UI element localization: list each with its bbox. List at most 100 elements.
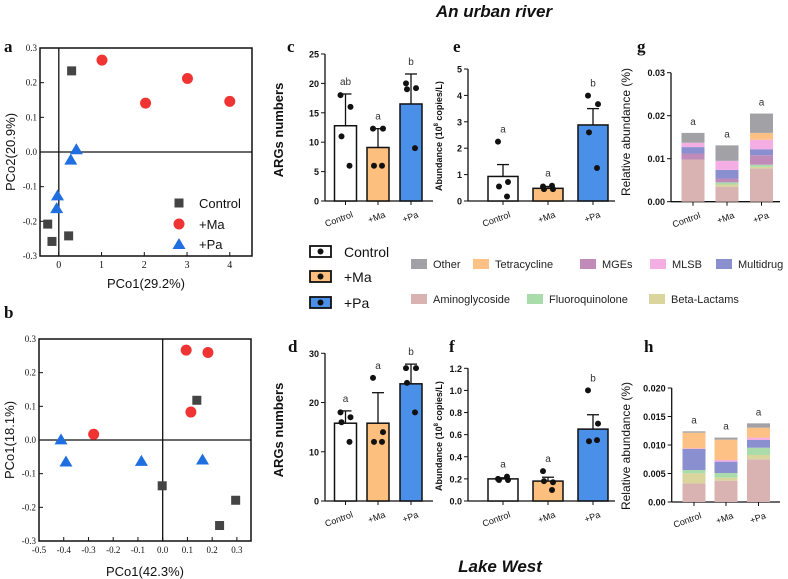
- data-point: [541, 186, 547, 193]
- data-point-pa: [51, 189, 65, 201]
- legend-swatch-mges: [580, 259, 596, 269]
- y-axis-label-main: Abundance (10: [434, 126, 444, 191]
- x-tick-label: +Pa: [751, 210, 770, 225]
- y-tick-label: 0.015: [643, 412, 666, 422]
- x-tick-label: +Ma: [367, 509, 387, 524]
- legend-label: Control: [344, 244, 389, 260]
- y-tick-label: 0.010: [643, 441, 666, 451]
- x-tick-label: -0.3: [81, 545, 96, 555]
- y-axis-label: Relative abundance (%): [619, 382, 633, 510]
- significance-letter: a: [375, 112, 381, 123]
- x-tick-label: +Pa: [583, 209, 602, 224]
- y-tick-label: 20: [309, 79, 319, 89]
- x-tick-label: Control: [671, 210, 702, 229]
- data-point: [586, 129, 592, 136]
- x-tick-label: Control: [323, 209, 354, 228]
- data-point: [380, 125, 386, 132]
- y-tick-label: 0.3: [26, 43, 38, 53]
- data-point: [541, 478, 547, 485]
- pcoa-plot-b: -0.5 -0.4 -0.3 -0.2 -0.1 0.0 0.1 0.2 0.3 -0.3 -0.2…: [2, 334, 252, 579]
- legend-label: +Ma: [344, 269, 372, 285]
- data-point: [346, 438, 353, 445]
- x-tick-label: 1: [99, 260, 104, 271]
- significance-letter: a: [545, 454, 551, 465]
- bar-ma: [366, 146, 390, 202]
- legend-dot: [317, 248, 324, 255]
- y-tick-label: -0.3: [23, 251, 38, 261]
- x-tick-label: Control: [672, 510, 703, 529]
- y-tick-label: 0.2: [25, 368, 36, 378]
- legend-swatch-mlsb: [650, 259, 666, 269]
- y-tick-label: 0: [314, 197, 319, 207]
- data-point: [379, 438, 385, 445]
- bar-control: [487, 175, 519, 202]
- data-point: [347, 103, 354, 110]
- panel-letter-b: b: [4, 303, 13, 322]
- significance-letter: a: [756, 407, 762, 418]
- data-point: [585, 92, 591, 99]
- y-axis-label: PCo1(18.1%): [2, 401, 17, 479]
- significance-letter: a: [690, 117, 696, 128]
- x-tick-label: Control: [323, 509, 354, 528]
- data-point-control: [192, 395, 202, 405]
- y-tick-label: 0.01: [647, 154, 665, 164]
- bar-pa: [399, 383, 423, 502]
- significance-letter: a: [500, 460, 506, 471]
- stack-segment-mlsb: [681, 142, 705, 148]
- data-point: [549, 486, 555, 493]
- data-point: [504, 193, 510, 200]
- data-point-pa: [196, 453, 210, 465]
- data-point-control: [157, 481, 167, 491]
- data-point-ma: [96, 54, 108, 66]
- x-tick-label: +Pa: [401, 209, 420, 224]
- stack-segment-beta-lactams: [714, 477, 738, 481]
- y-tick-label: 0.1: [26, 112, 37, 122]
- stack-segment-beta-lactams: [682, 473, 706, 484]
- figure-title-top: An urban river: [435, 2, 554, 21]
- legend-swatch-other: [411, 259, 427, 269]
- x-tick-label: Control: [481, 209, 512, 228]
- y-tick-label: 0.2: [26, 78, 37, 88]
- significance-letter: b: [408, 347, 414, 358]
- y-tick-label: 0.02: [647, 111, 665, 121]
- data-point-control: [47, 236, 57, 246]
- bar-control: [333, 422, 358, 502]
- pcoa-plot-a: 0 1 2 3 4 -0.3 -0.2 -0.1 0.0 0.1 0.2 0.3 PCo1(29.2%)…: [3, 43, 253, 291]
- x-tick-label: 2: [142, 260, 147, 271]
- data-point: [585, 387, 591, 394]
- y-axis-label: Abundance (108 copies/L): [434, 381, 444, 491]
- stack-segment-multidrug: [715, 169, 739, 179]
- stack-segment-mlsb: [715, 160, 739, 170]
- y-tick-label: 0: [314, 497, 319, 507]
- stack-segment-mges: [715, 178, 739, 183]
- stack-segment-aminoglycoside: [715, 186, 739, 202]
- legend-swatch-fluoroquinolone: [527, 294, 543, 304]
- stack-segment-multidrug: [714, 461, 738, 473]
- significance-letter: a: [724, 129, 730, 140]
- data-point: [371, 438, 377, 445]
- data-point: [404, 379, 410, 386]
- panel-letter-g: g: [637, 37, 646, 56]
- data-point-ma: [180, 344, 192, 356]
- significance-letter: a: [723, 422, 729, 433]
- data-point: [404, 86, 410, 93]
- data-point: [496, 183, 502, 190]
- bar-chart-e: 0 1 2 3 4 5 Control +Ma +Pa Abundance (108 copies…: [434, 65, 615, 229]
- panel-letter-h: h: [644, 337, 654, 356]
- data-point-ma: [224, 95, 236, 107]
- data-point: [403, 80, 409, 87]
- bar-ma: [532, 480, 564, 502]
- data-point: [370, 125, 376, 132]
- x-tick-label: +Pa: [401, 509, 420, 524]
- y-tick-label: 0.4: [449, 452, 462, 462]
- data-point: [595, 101, 601, 108]
- x-tick-label: 4: [227, 260, 232, 271]
- stack-segment-other: [682, 431, 706, 433]
- stack-segment-mlsb: [750, 139, 773, 150]
- y-tick-label: 10: [309, 138, 319, 148]
- data-point-ma: [88, 428, 100, 440]
- data-point: [338, 133, 345, 140]
- stack-segment-aminoglycoside: [681, 159, 705, 202]
- y-axis-label-main: Abundance (10: [434, 426, 444, 491]
